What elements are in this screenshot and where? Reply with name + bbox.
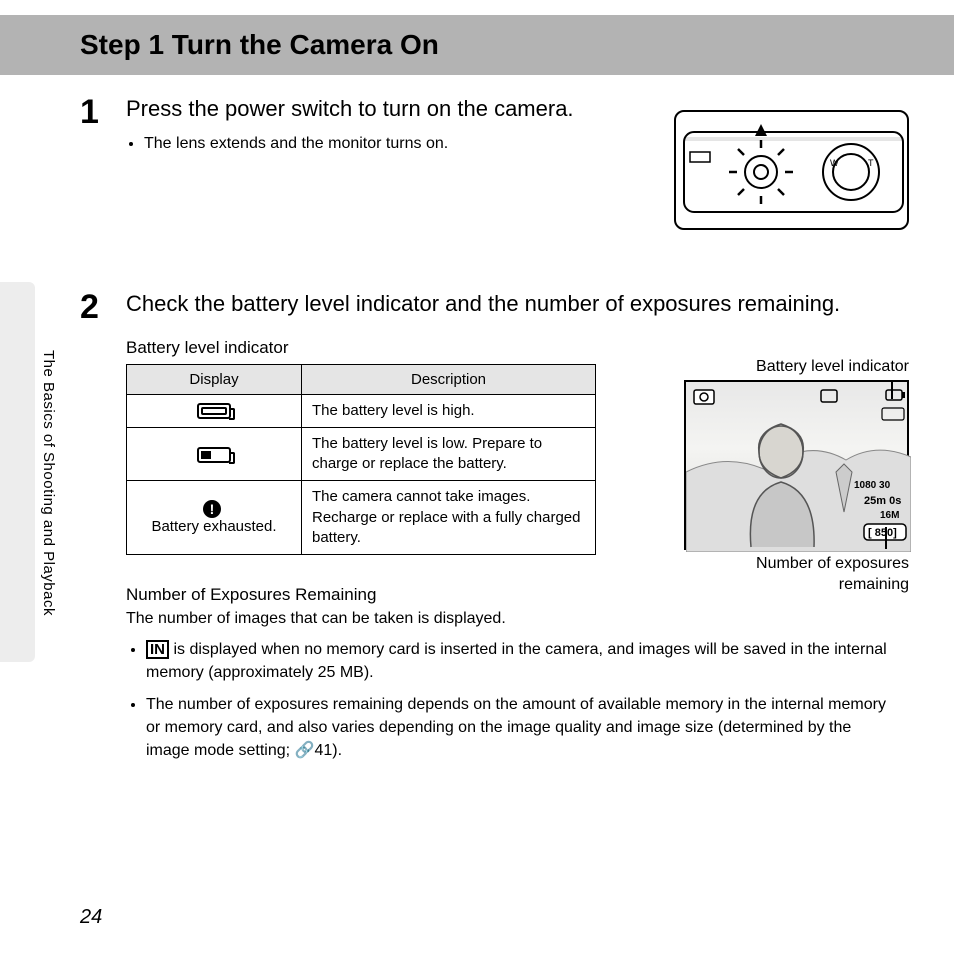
camera-top-illustration: W T: [674, 110, 909, 230]
lcd-screen-illustration: 1080 30 25m 0s 16M [ 850]: [684, 380, 909, 550]
step-body: Check the battery level indicator and th…: [126, 290, 890, 319]
page-header-bar: Step 1 Turn the Camera On: [0, 15, 954, 75]
bullet-text: is displayed when no memory card is inse…: [146, 641, 887, 681]
description-cell: The battery level is high.: [302, 394, 596, 427]
callout-line-bottom: [885, 527, 887, 549]
bullet-item: The number of exposures remaining depend…: [146, 693, 890, 763]
reference-icon: 🔗: [295, 742, 315, 759]
bullet-item: IN is displayed when no memory card is i…: [146, 638, 890, 684]
lcd-bottom-callout: Number of exposures remaining: [684, 554, 909, 596]
exposures-intro: The number of images that can be taken i…: [126, 607, 890, 630]
chapter-tab: [0, 282, 35, 662]
zoom-tele-label: T: [868, 158, 874, 168]
col-display: Display: [127, 364, 302, 394]
warning-icon: !: [203, 500, 221, 518]
display-cell: ! Battery exhausted.: [127, 481, 302, 555]
col-description: Description: [302, 364, 596, 394]
table-header-row: Display Description: [127, 364, 596, 394]
page-number: 24: [80, 906, 102, 929]
description-cell: The battery level is low. Prepare to cha…: [302, 427, 596, 481]
description-cell: The camera cannot take images. Recharge …: [302, 481, 596, 555]
lcd-annotated-figure: Battery level indicator 1080 30 25m 0s 1…: [684, 358, 909, 596]
step-number: 1: [80, 95, 108, 129]
battery-high-icon: [197, 402, 231, 419]
table-row: The battery level is low. Prepare to cha…: [127, 427, 596, 481]
chapter-label: The Basics of Shooting and Playback: [40, 350, 57, 616]
step-instruction: Check the battery level indicator and th…: [126, 290, 890, 319]
table-row: The battery level is high.: [127, 394, 596, 427]
step-number: 2: [80, 290, 108, 324]
bullet-text: The number of exposures remaining depend…: [146, 696, 886, 759]
battery-low-icon: [197, 446, 231, 463]
battery-exhausted-label: Battery exhausted.: [151, 518, 276, 535]
lcd-top-callout: Battery level indicator: [684, 358, 909, 376]
lcd-quality: 16M: [880, 510, 899, 521]
camera-svg: W T: [676, 112, 911, 232]
battery-level-table: Display Description The battery level is…: [126, 364, 596, 556]
exposures-body: The number of images that can be taken i…: [126, 607, 890, 762]
battery-indicator-heading: Battery level indicator: [126, 338, 890, 358]
lcd-shots-remaining: [ 850]: [868, 527, 897, 539]
internal-memory-icon: IN: [146, 640, 169, 659]
step-2: 2 Check the battery level indicator and …: [80, 290, 890, 324]
callout-line-top: [891, 381, 893, 399]
bullet-ref: 41).: [314, 742, 342, 759]
lcd-rec-time: 25m 0s: [864, 495, 901, 507]
lcd-svg: 1080 30 25m 0s 16M [ 850]: [686, 382, 911, 552]
display-cell: [127, 427, 302, 481]
lcd-bottom-line2: remaining: [839, 576, 909, 593]
lcd-bottom-line1: Number of exposures: [756, 555, 909, 572]
zoom-wide-label: W: [830, 158, 839, 168]
table-row: ! Battery exhausted. The camera cannot t…: [127, 481, 596, 555]
page-title: Step 1 Turn the Camera On: [80, 29, 439, 61]
lcd-video-mode: 1080 30: [854, 480, 891, 491]
exposures-bullets: IN is displayed when no memory card is i…: [146, 638, 890, 762]
display-cell: [127, 394, 302, 427]
